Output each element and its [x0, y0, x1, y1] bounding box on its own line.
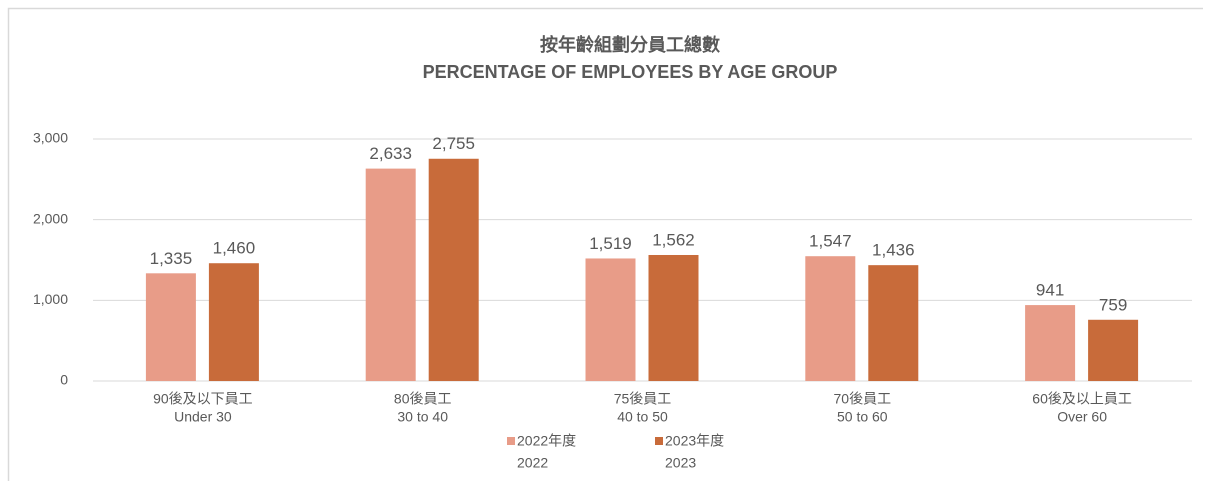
value-label: 941	[1036, 281, 1064, 300]
y-tick-label: 2,000	[33, 210, 68, 226]
bar	[868, 265, 919, 381]
legend-label: 2023年度	[665, 433, 724, 449]
y-tick-label: 0	[60, 372, 68, 388]
y-tick-label: 1,000	[33, 291, 68, 307]
chart-subtitle: PERCENTAGE OF EMPLOYEES BY AGE GROUP	[423, 62, 838, 82]
bar	[648, 254, 699, 381]
x-tick-label: 40 to 50	[617, 409, 668, 425]
value-label: 2,633	[369, 144, 412, 163]
x-tick-label: 30 to 40	[397, 409, 448, 425]
legend-label: 2023	[665, 455, 696, 471]
bar	[365, 168, 416, 381]
bar	[1088, 319, 1139, 381]
value-label: 1,335	[150, 249, 193, 268]
legend-swatch	[655, 437, 663, 445]
value-label: 2,755	[432, 134, 475, 153]
x-tick-label: 90後及以下員工	[153, 391, 253, 407]
bar	[805, 256, 856, 381]
x-tick-label: 60後及以上員工	[1032, 391, 1132, 407]
bar	[208, 263, 259, 381]
value-label: 1,460	[213, 239, 256, 258]
legend-swatch	[507, 437, 515, 445]
chart-title: 按年齡組劃分員工總數	[540, 34, 720, 55]
bar	[145, 273, 196, 381]
x-tick-label: 75後員工	[614, 391, 672, 407]
x-tick-label: 80後員工	[394, 391, 452, 407]
frame	[7, 7, 1203, 481]
x-tick-label: 70後員工	[834, 391, 892, 407]
value-label: 1,547	[809, 232, 852, 251]
x-tick-label: Under 30	[174, 409, 232, 425]
x-tick-label: 50 to 60	[837, 409, 888, 425]
legend-label: 2022年度	[517, 433, 576, 449]
bar	[1025, 305, 1076, 381]
bar	[585, 258, 636, 381]
value-label: 759	[1099, 295, 1127, 314]
value-label: 1,562	[652, 230, 695, 249]
value-label: 1,519	[589, 234, 632, 253]
bar	[428, 158, 479, 381]
y-tick-label: 3,000	[33, 130, 68, 146]
legend-label: 2022	[517, 455, 548, 471]
value-label: 1,436	[872, 241, 915, 260]
x-tick-label: Over 60	[1057, 409, 1107, 425]
